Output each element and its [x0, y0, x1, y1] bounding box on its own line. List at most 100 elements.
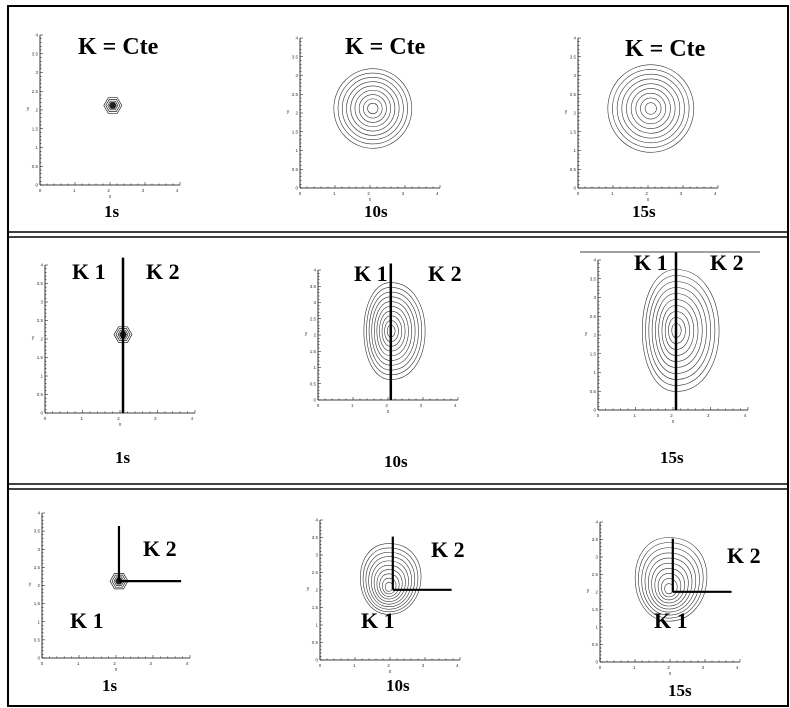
k2-label: K 2 [727, 543, 761, 568]
y-tick-label: 3.5 [32, 51, 39, 56]
y-tick-label: 1 [40, 374, 43, 379]
x-axis-label: x [109, 194, 112, 200]
time-label: 15s [660, 448, 684, 467]
contour-line [371, 560, 409, 605]
x-tick-label: 4 [456, 663, 459, 668]
y-tick-label: 1 [593, 370, 596, 375]
y-tick-label: 2 [595, 590, 598, 595]
y-tick-label: 3 [295, 73, 298, 78]
k2-label: K 2 [428, 261, 462, 286]
x-tick-label: 3 [702, 665, 705, 670]
y-tick-label: 2.5 [34, 565, 41, 570]
y-tick-label: 3 [40, 300, 43, 305]
y-tick-label: 0 [40, 411, 43, 416]
k1-label: K 1 [654, 608, 688, 633]
x-tick-label: 4 [436, 191, 439, 196]
x-axis-label: x [389, 669, 392, 675]
x-tick-label: 1 [80, 416, 83, 421]
x-tick-label: 3 [422, 663, 425, 668]
y-axis-label: y [27, 106, 30, 112]
contour-line [640, 97, 662, 120]
contour-line [358, 94, 387, 123]
x-axis-label: x [369, 197, 372, 203]
y-tick-label: 2 [573, 111, 576, 116]
contour-line [368, 291, 419, 371]
contour-line [644, 552, 697, 613]
x-tick-label: 0 [44, 416, 47, 421]
y-axis-label: y [307, 586, 310, 592]
contour-line [665, 311, 690, 350]
y-tick-label: 1 [313, 365, 316, 370]
y-tick-label: 3 [313, 300, 316, 305]
k2-label: K 2 [146, 259, 180, 284]
x-tick-label: 2 [387, 663, 390, 668]
x-tick-label: 2 [670, 413, 673, 418]
y-tick-label: 0 [37, 656, 40, 661]
k1-label: K 1 [72, 259, 106, 284]
x-tick-label: 0 [577, 191, 580, 196]
x-axis-label: x [672, 419, 675, 425]
x-axis-label: x [669, 671, 672, 677]
contour-line [648, 281, 711, 380]
y-tick-label: 1 [573, 148, 576, 153]
x-tick-label: 1 [353, 663, 356, 668]
contour-plot: 0 1 2 3 4 0 0.5 1 1.5 2 2.5 3 3.5 4 x y [307, 518, 461, 675]
y-tick-label: 3 [35, 70, 38, 75]
contour-line [373, 564, 406, 602]
y-tick-label: 1 [35, 145, 38, 150]
x-tick-label: 3 [680, 191, 683, 196]
x-tick-label: 4 [191, 416, 194, 421]
x-tick-label: 4 [454, 403, 457, 408]
y-tick-label: 3.5 [312, 535, 319, 540]
y-axis-label: y [29, 582, 32, 588]
y-tick-label: 4 [595, 520, 598, 525]
contour-line [635, 92, 667, 125]
y-tick-label: 4 [313, 268, 316, 273]
y-tick-label: 2 [40, 337, 43, 342]
y-axis-label: y [585, 331, 588, 337]
x-tick-label: 2 [385, 403, 388, 408]
x-tick-label: 2 [645, 191, 648, 196]
time-label: 10s [384, 452, 408, 471]
contour-line [360, 543, 422, 615]
contour-line [115, 328, 131, 341]
y-tick-label: 1.5 [570, 129, 577, 134]
contour-plot: 0 1 2 3 4 0 0.5 1 1.5 2 2.5 3 3.5 4 x y [305, 263, 459, 415]
contour-line [658, 299, 699, 362]
k1-label: K 1 [361, 608, 395, 633]
y-tick-label: 3.5 [310, 284, 317, 289]
x-axis-label: x [387, 409, 390, 415]
contour-line [644, 102, 657, 115]
contour-line [113, 576, 125, 586]
contour-plot: 0 1 2 3 4 0 0.5 1 1.5 2 2.5 3 3.5 4 x y [585, 252, 749, 425]
x-tick-label: 0 [39, 188, 42, 193]
x-tick-label: 3 [420, 403, 423, 408]
y-tick-label: 2.5 [590, 314, 597, 319]
y-tick-label: 4 [37, 511, 40, 516]
y-tick-label: 0.5 [292, 167, 299, 172]
k-constant-label: K = Cte [78, 34, 159, 60]
x-tick-label: 0 [597, 413, 600, 418]
x-axis-label: x [647, 197, 650, 203]
y-tick-label: 2.5 [310, 316, 317, 321]
y-tick-label: 1 [595, 625, 598, 630]
y-tick-label: 2 [315, 588, 318, 593]
x-tick-label: 2 [113, 661, 116, 666]
x-tick-label: 2 [667, 665, 670, 670]
y-tick-label: 0 [35, 183, 38, 188]
contour-line [111, 574, 127, 588]
x-axis-label: x [115, 667, 118, 673]
x-tick-label: 2 [117, 416, 120, 421]
y-tick-label: 3.5 [37, 281, 44, 286]
k2-label: K 2 [143, 536, 177, 561]
contour-line [376, 306, 409, 357]
y-tick-label: 2.5 [592, 572, 599, 577]
contour-line [346, 81, 400, 136]
y-tick-label: 1.5 [592, 607, 599, 612]
y-tick-label: 4 [315, 518, 318, 523]
x-tick-label: 1 [333, 191, 336, 196]
y-tick-label: 3.5 [34, 529, 41, 534]
y-tick-label: 1.5 [312, 605, 319, 610]
k1-label: K 1 [634, 250, 668, 275]
x-tick-label: 4 [736, 665, 739, 670]
